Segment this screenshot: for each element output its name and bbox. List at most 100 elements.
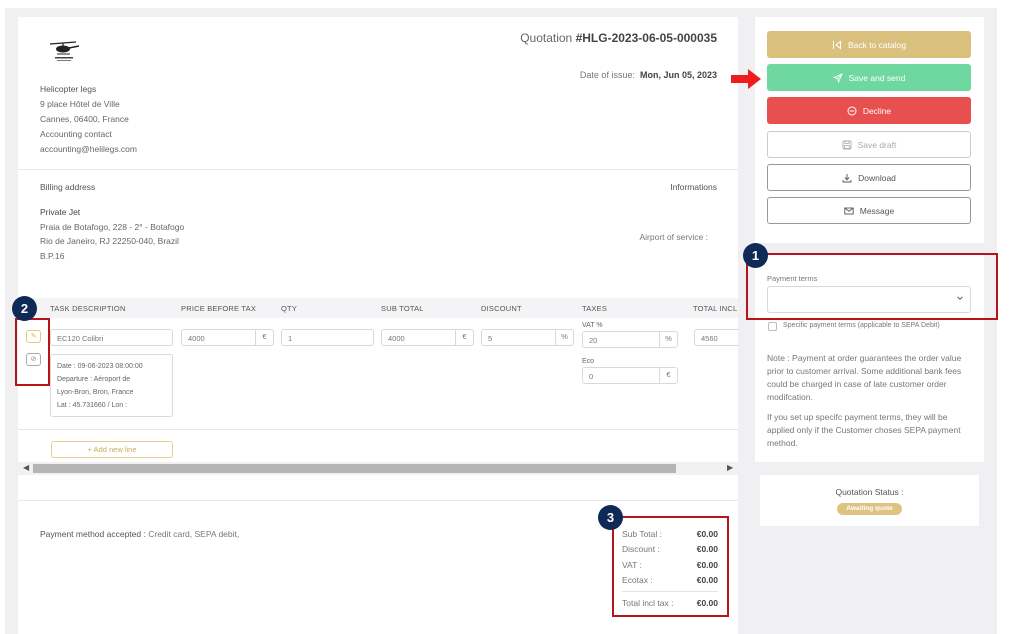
specific-payment-terms-checkbox[interactable] (768, 322, 777, 331)
annotation-badge-1: 1 (743, 243, 768, 268)
col-sub-total: SUB TOTAL (381, 304, 424, 313)
total-incl-input[interactable]: 4560 (694, 329, 738, 346)
subtotal-amount: €0.00 (696, 528, 718, 539)
client-address-line3: B.P.16 (40, 250, 65, 261)
save-icon (842, 140, 852, 149)
seller-address-line2: Cannes, 06400, France (40, 114, 129, 124)
discount-amount: €0.00 (696, 544, 718, 555)
informations-label: Informations (670, 182, 717, 192)
status-badge: Awaiting quote (837, 503, 902, 515)
totals-summary: Sub Total : €0.00 Discount : €0.00 VAT :… (622, 526, 718, 611)
seller-email: accounting@helilegs.com (40, 144, 137, 154)
scroll-left-icon[interactable]: ◀ (23, 463, 30, 472)
detail-date: Date : 09-06-2023 08:00:00 (57, 363, 143, 370)
table-header: TASK DESCRIPTION PRICE BEFORE TAX QTY SU… (18, 298, 738, 318)
task-detail-box[interactable]: Date : 09-06-2023 08:00:00 Departure : A… (50, 354, 173, 417)
back-icon (832, 39, 841, 50)
add-new-line-button[interactable]: + Add new line (51, 441, 173, 458)
annotation-box-1 (746, 253, 998, 320)
specific-payment-terms-label: Specific payment terms (applicable to SE… (783, 322, 940, 329)
seller-name: Helicopter legs (40, 84, 97, 94)
send-icon (832, 72, 843, 83)
discount-input[interactable]: 5 % (481, 329, 574, 346)
ecotax-amount: €0.00 (696, 575, 718, 586)
download-button[interactable]: Download (767, 164, 971, 191)
save-draft-button[interactable]: Save draft (767, 131, 971, 158)
annotation-box-2 (15, 318, 50, 386)
edit-row-button[interactable]: ✎ (26, 330, 41, 343)
payment-terms-panel: Payment terms Specific payment terms (ap… (755, 255, 984, 462)
red-arrow-icon (731, 69, 761, 89)
detail-departure: Departure : Aéroport de (57, 376, 131, 383)
back-to-catalog-label: Back to catalog (847, 39, 907, 50)
detail-departure-place: Lyon-Bron, Bron, France (57, 389, 134, 396)
payment-note-sepa: If you set up specifc payment terms, the… (767, 412, 961, 448)
decline-button[interactable]: Decline (767, 97, 971, 124)
download-label: Download (858, 172, 896, 183)
annotation-badge-3: 3 (598, 505, 623, 530)
totals-divider (622, 591, 718, 592)
seller-contact: Accounting contact (40, 129, 112, 139)
quote-number: #HLG-2023-06-05-000035 (575, 31, 717, 45)
payment-method-value: Credit card, SEPA debit, (148, 529, 240, 539)
billing-address-label: Billing address (40, 182, 96, 192)
back-to-catalog-button[interactable]: Back to catalog (767, 31, 971, 58)
annotation-box-3 (612, 516, 729, 617)
remove-row-button[interactable]: ⊘ (26, 353, 41, 366)
discount-label: Discount : (622, 544, 660, 555)
subtotal-value: 4000 (388, 334, 405, 343)
currency-unit: € (255, 329, 273, 346)
payment-terms-select[interactable] (767, 286, 971, 313)
download-icon (842, 173, 852, 182)
ecotax-row: Ecotax : €0.00 (622, 573, 718, 589)
edit-icon: ✎ (30, 333, 37, 340)
total-incl-tax-row: Total incl tax : €0.00 (622, 595, 718, 611)
horizontal-scrollbar[interactable]: ◀ ▶ (18, 462, 738, 475)
qty-input[interactable]: 1 (281, 329, 374, 346)
client-address-line2: Rio de Janeiro, RJ 22250-040, Brazil (40, 236, 179, 246)
col-total-incl: TOTAL INCL (693, 304, 738, 313)
issue-date-label: Date of issue: (579, 70, 635, 80)
vat-amount: €0.00 (696, 559, 718, 570)
eco-input[interactable]: 0 € (582, 367, 678, 384)
total-incl-tax-amount: €0.00 (696, 597, 718, 608)
subtotal-label: Sub Total : (622, 528, 663, 539)
scroll-right-icon[interactable]: ▶ (727, 463, 734, 472)
vat-label: VAT % (582, 322, 603, 329)
issue-date-value: Mon, Jun 05, 2023 (639, 70, 717, 80)
billing-address: Private Jet Praia de Botafogo, 228 - 2° … (40, 205, 184, 263)
total-incl-value: 4560 (701, 334, 718, 343)
vat-input[interactable]: 20 % (582, 331, 678, 348)
col-price-before-tax: PRICE BEFORE TAX (181, 304, 257, 313)
currency-unit: € (659, 367, 677, 384)
payment-method: Payment method accepted : Credit card, S… (40, 529, 239, 539)
payment-method-label: Payment method accepted : (40, 529, 146, 539)
seller-address-line1: 9 place Hôtel de Ville (40, 99, 120, 109)
task-description-input[interactable]: EC120 Colibri (50, 329, 173, 346)
block-icon: ⊘ (30, 356, 37, 363)
percent-unit: % (555, 329, 573, 346)
price-value: 4000 (188, 334, 205, 343)
ecotax-label: Ecotax : (622, 575, 653, 586)
issue-date-line: Date of issue: Mon, Jun 05, 2023 (580, 70, 717, 80)
divider (18, 169, 738, 170)
payment-note: Note : Payment at order guarantees the o… (767, 353, 962, 402)
seller-address: Helicopter legs 9 place Hôtel de Ville C… (40, 82, 137, 157)
percent-unit: % (659, 331, 677, 348)
quotation-status-card: Quotation Status : Awaiting quote (760, 475, 979, 526)
eco-value: 0 (589, 372, 594, 381)
price-input[interactable]: 4000 € (181, 329, 274, 346)
discount-value: 5 (488, 334, 493, 343)
message-button[interactable]: Message (767, 197, 971, 224)
save-and-send-button[interactable]: Save and send (767, 64, 971, 91)
divider (18, 500, 738, 501)
subtotal-input[interactable]: 4000 € (381, 329, 474, 346)
scrollbar-thumb[interactable] (33, 464, 676, 473)
task-description-value: EC120 Colibri (57, 334, 104, 343)
actions-panel: Back to catalog Save and send Decline Sa… (755, 17, 984, 243)
total-incl-tax-label: Total incl tax : (622, 597, 674, 608)
vat-row: VAT : €0.00 (622, 557, 718, 573)
mail-icon (844, 207, 854, 214)
airport-of-service-label: Airport of service : (639, 232, 709, 242)
vat-total-label: VAT : (622, 559, 642, 570)
